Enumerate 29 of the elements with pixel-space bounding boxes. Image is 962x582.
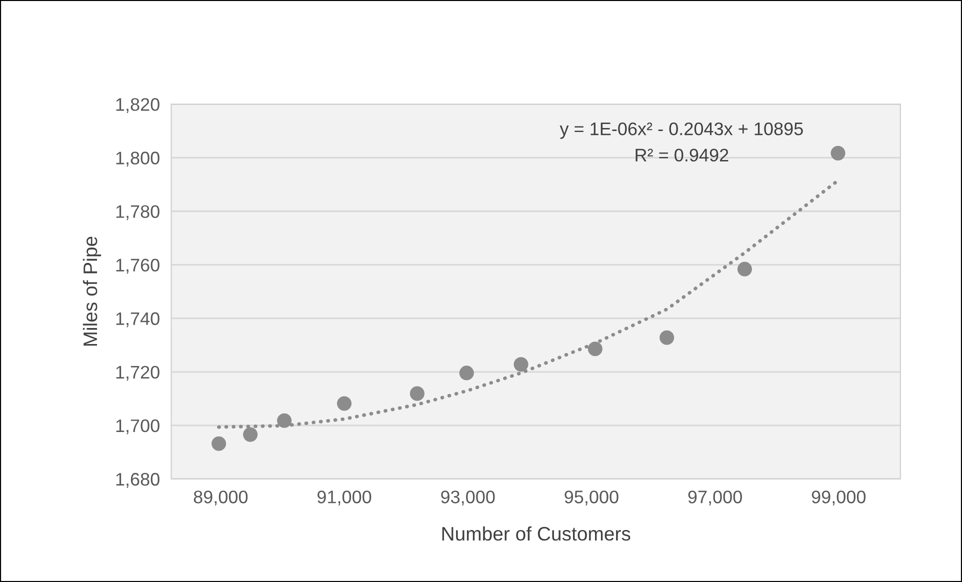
x-tick-label: 89,000 — [194, 490, 248, 506]
x-tick-label: 93,000 — [441, 490, 495, 506]
point — [514, 357, 528, 372]
point — [588, 342, 602, 356]
point — [737, 262, 752, 276]
y-tick-label: 1,700 — [116, 419, 160, 434]
point — [336, 396, 352, 411]
x-tick-label: 97,000 — [688, 490, 742, 506]
y-tick-label: 1,720 — [116, 366, 160, 381]
y-tick-label: 1,680 — [116, 472, 160, 488]
point — [277, 413, 292, 428]
point — [830, 146, 846, 160]
x-axis-title: Number of Customers — [442, 526, 630, 541]
x-tick-label: 91,000 — [318, 490, 372, 506]
x-tick-label: 95,000 — [564, 490, 618, 506]
point — [410, 386, 424, 401]
y-tick-label: 1,820 — [116, 98, 160, 114]
y-tick-label: 1,740 — [116, 312, 160, 328]
annotation: y = 1E-06x² - 0.2043x + 10895 — [560, 122, 803, 139]
y-tick-label: 1,780 — [116, 205, 160, 220]
y-tick-label: 1,800 — [116, 152, 160, 167]
y-axis-title: Miles of Pipe — [82, 236, 102, 346]
point — [212, 436, 226, 451]
point — [660, 330, 674, 345]
annotation: R² = 0.9492 — [636, 148, 728, 162]
x-tick-label: 99,000 — [812, 490, 866, 506]
point — [243, 427, 258, 442]
y-tick-label: 1,760 — [116, 258, 160, 274]
point — [459, 366, 474, 380]
